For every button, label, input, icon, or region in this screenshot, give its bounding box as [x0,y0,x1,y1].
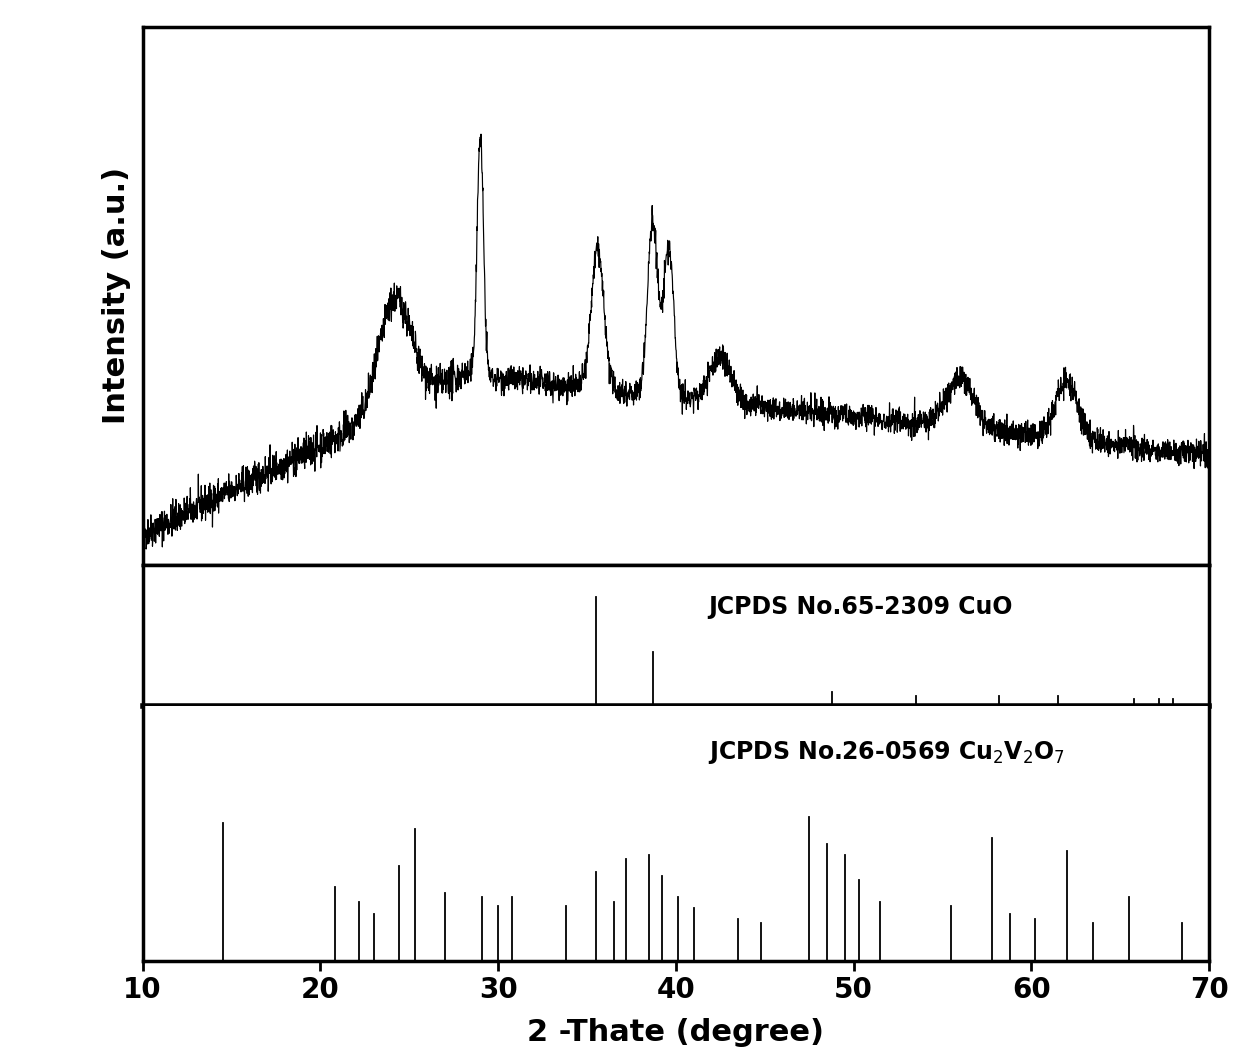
Text: JCPDS No.65-2309 CuO: JCPDS No.65-2309 CuO [708,595,1012,619]
Y-axis label: Intensity (a.u.): Intensity (a.u.) [103,167,131,424]
Text: JCPDS No.26-0569 Cu$_2$V$_2$O$_7$: JCPDS No.26-0569 Cu$_2$V$_2$O$_7$ [708,738,1065,766]
X-axis label: 2 -Thate (degree): 2 -Thate (degree) [527,1017,825,1046]
